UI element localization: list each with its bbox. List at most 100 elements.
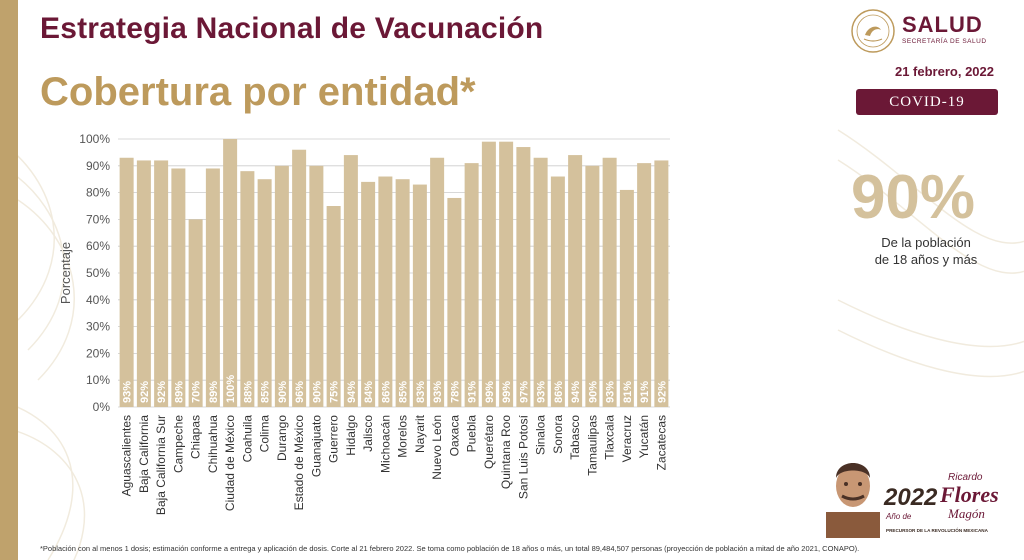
commemorative-year: 2022 <box>884 484 938 511</box>
category-label: Hidalgo <box>344 415 358 456</box>
y-tick-label: 60% <box>86 239 110 253</box>
bar <box>292 149 307 407</box>
category-label: Chiapas <box>189 415 203 459</box>
bar <box>326 206 341 407</box>
bar-value-label: 99% <box>484 381 496 403</box>
y-tick-label: 0% <box>93 400 111 414</box>
commemorative-name-line2: Flores <box>940 482 999 507</box>
bar-value-label: 93% <box>432 381 444 403</box>
bar-value-label: 97% <box>518 381 530 403</box>
bar <box>533 157 548 407</box>
bar <box>430 157 445 407</box>
salud-logo: SALUD SECRETARÍA DE SALUD <box>850 8 1010 58</box>
bar-value-label: 86% <box>553 381 565 403</box>
bar <box>464 163 479 407</box>
bar <box>223 139 238 407</box>
coverage-bar-chart: 0% 10% 20% 30% 40% 50% 60% 70% 80% 90% 100% Porcent… <box>58 132 670 515</box>
bar <box>119 157 134 407</box>
bar-value-label: 100% <box>225 375 237 403</box>
category-label: Nayarit <box>413 414 427 453</box>
bar-value-label: 92% <box>139 381 151 403</box>
logo-text: SALUD <box>902 12 983 37</box>
bar-value-label: 78% <box>449 381 461 403</box>
bar <box>205 168 220 407</box>
category-label: Guerrero <box>327 415 341 463</box>
bar <box>568 155 583 407</box>
bar-value-label: 89% <box>208 381 220 403</box>
category-label: Jalisco <box>361 415 375 452</box>
ricardo-flores-magon-emblem: 2022 Año de Ricardo Flores Magón PRECURS… <box>822 450 1012 540</box>
covid-badge: COVID-19 <box>856 89 998 115</box>
bar-value-label: 96% <box>294 381 306 403</box>
bar-value-label: 86% <box>380 381 392 403</box>
bar <box>257 179 272 407</box>
commemorative-year-suffix: Año de <box>886 512 912 521</box>
y-tick-label: 40% <box>86 293 110 307</box>
category-label: Ciudad de México <box>223 415 237 511</box>
category-label: Chihuahua <box>206 415 220 473</box>
category-label: Veracruz <box>620 415 634 462</box>
bar-value-label: 90% <box>277 381 289 403</box>
bar-value-label: 81% <box>622 381 634 403</box>
category-label: Zacatecas <box>654 415 668 470</box>
category-label: Nuevo León <box>430 415 444 480</box>
bar-value-label: 93% <box>122 381 134 403</box>
commemorative-name-line3: Magón <box>948 506 985 521</box>
bar-value-label: 91% <box>639 381 651 403</box>
category-label: Colima <box>258 415 272 453</box>
y-tick-label: 20% <box>86 346 110 360</box>
category-label: Tlaxcala <box>603 415 617 460</box>
bar <box>585 165 600 407</box>
commemorative-tagline: PRECURSOR DE LA REVOLUCIÓN MEXICANA <box>886 528 988 533</box>
category-label: Coahuila <box>240 415 254 463</box>
page-subtitle: Cobertura por entidad* <box>40 70 476 114</box>
bar <box>188 219 203 407</box>
bar-value-label: 93% <box>605 381 617 403</box>
bar <box>274 165 289 407</box>
bar <box>499 141 514 407</box>
kpi-label: De la población de 18 años y más <box>846 234 1006 268</box>
bar <box>637 163 652 407</box>
bar <box>171 168 186 407</box>
kpi-label-line2: de 18 años y más <box>874 252 978 267</box>
y-tick-label: 80% <box>86 186 110 200</box>
footnote: *Población con al menos 1 dosis; estimac… <box>40 544 860 553</box>
y-tick-label: 100% <box>79 132 110 146</box>
bar <box>361 181 376 407</box>
bar-value-label: 90% <box>587 381 599 403</box>
portrait-illustration-icon <box>826 463 880 538</box>
category-label: Yucatán <box>637 415 651 458</box>
category-label: Quintana Roo <box>499 415 513 489</box>
y-tick-label: 90% <box>86 159 110 173</box>
report-date: 21 febrero, 2022 <box>894 64 994 79</box>
bar-value-label: 75% <box>329 381 341 403</box>
bar-value-label: 99% <box>501 381 513 403</box>
bar-value-label: 94% <box>346 381 358 403</box>
bar <box>395 179 410 407</box>
bar <box>343 155 358 407</box>
y-tick-label: 30% <box>86 320 110 334</box>
category-label: Baja California <box>137 415 151 493</box>
bar <box>550 176 565 407</box>
bar <box>378 176 393 407</box>
bar <box>602 157 617 407</box>
bar-value-label: 90% <box>311 381 323 403</box>
background-pattern <box>18 129 1024 560</box>
bar-value-label: 89% <box>173 381 185 403</box>
logo-subtext: SECRETARÍA DE SALUD <box>902 38 987 45</box>
category-label: Tabasco <box>568 415 582 460</box>
kpi-value: 90% <box>850 163 976 232</box>
category-label: San Luis Potosí <box>516 414 530 499</box>
category-label: Morelos <box>396 415 410 458</box>
category-label: Querétaro <box>482 415 496 469</box>
bar <box>240 171 255 407</box>
bar <box>412 184 427 407</box>
y-axis-title: Porcentaje <box>58 242 73 304</box>
y-tick-label: 50% <box>86 266 110 280</box>
category-label: Michoacán <box>378 415 392 473</box>
bar-value-label: 85% <box>260 381 272 403</box>
bar <box>654 160 669 407</box>
category-label: Puebla <box>465 415 479 453</box>
category-label: Oaxaca <box>447 415 461 457</box>
category-label: Sonora <box>551 415 565 454</box>
